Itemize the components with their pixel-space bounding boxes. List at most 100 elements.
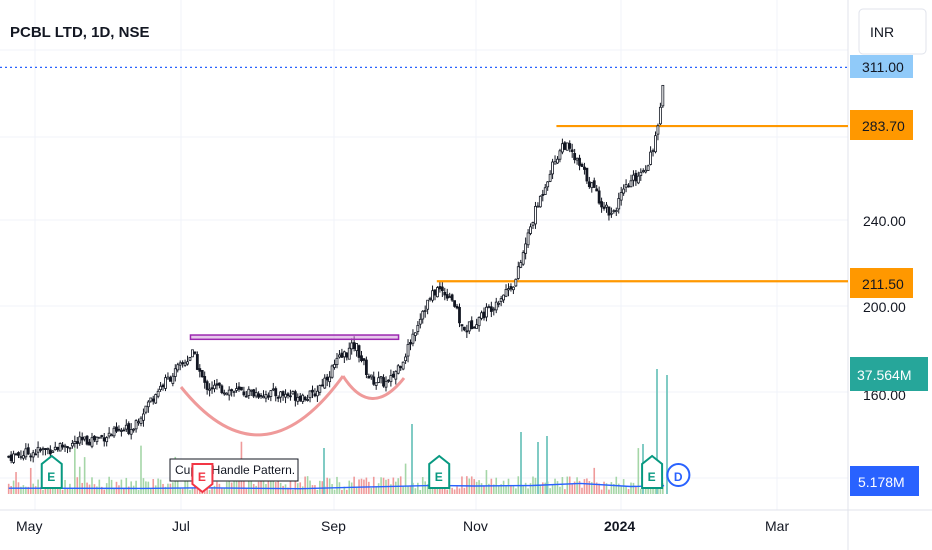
volume-bar [500, 484, 502, 494]
cup-arc[interactable] [179, 375, 345, 437]
candle [529, 223, 532, 236]
volume-bar [250, 480, 253, 494]
candle [502, 294, 505, 304]
volume-bar [140, 445, 142, 494]
volume-bar [93, 484, 96, 494]
volume-bar [29, 467, 32, 494]
candle [548, 170, 552, 183]
handle-arc[interactable] [341, 375, 406, 400]
volume-bar [7, 483, 10, 494]
candle [609, 207, 613, 218]
volume-bar [402, 485, 404, 494]
volume-bar [181, 488, 184, 494]
candle [406, 339, 410, 363]
candle [578, 154, 581, 171]
pattern-annotation[interactable]: Cup & Handle Pattern. [169, 458, 299, 482]
volume-bar [355, 486, 358, 494]
candle [634, 170, 638, 186]
candle [580, 162, 584, 167]
volume-bar [336, 476, 338, 494]
candle [217, 382, 221, 389]
candle [286, 392, 290, 399]
currency-selector[interactable]: INR [858, 8, 927, 55]
volume-bar [365, 477, 368, 494]
volume-bar [218, 483, 221, 494]
volume-bar [492, 484, 495, 494]
earnings-marker[interactable]: E [641, 454, 664, 489]
candle [107, 427, 111, 439]
svg-text:37.564M: 37.564M [857, 367, 911, 383]
candle [298, 393, 302, 402]
volume-bar [380, 477, 382, 494]
candle [19, 450, 23, 460]
candle [215, 378, 219, 390]
resistance-band[interactable] [189, 334, 400, 341]
candle [274, 386, 278, 402]
earnings-marker[interactable]: E [191, 463, 214, 494]
volume-bar [595, 482, 598, 494]
candle [166, 372, 170, 380]
candle [262, 390, 265, 399]
svg-text:283.70: 283.70 [862, 118, 905, 134]
volume-bar [578, 480, 581, 494]
volume-bar [162, 483, 164, 494]
dividend-marker[interactable]: D [666, 463, 691, 487]
volume-bar [260, 480, 262, 494]
event-label: E [435, 470, 443, 484]
candle [335, 353, 339, 369]
level-badge-211: 211.50 [850, 268, 913, 298]
earnings-marker[interactable]: E [428, 454, 451, 489]
volume-bar [100, 486, 103, 494]
candle [462, 326, 466, 332]
candle [347, 342, 351, 360]
volume-badge: 37.564M [850, 357, 928, 391]
volume-bar [287, 487, 289, 494]
volume-bar [551, 484, 554, 494]
volume-bars [7, 369, 668, 494]
candle [360, 350, 363, 363]
volume-bar [390, 484, 392, 494]
candle [556, 156, 559, 164]
volume-bar [600, 489, 603, 494]
candle [362, 358, 366, 366]
candle [66, 446, 69, 454]
candle [617, 192, 621, 214]
volume-bar [613, 484, 615, 494]
candle [413, 332, 417, 342]
event-label: D [674, 470, 683, 484]
volume-bar [590, 482, 593, 494]
volume-bar [25, 486, 27, 494]
candle [51, 450, 55, 453]
volume-bar [213, 485, 216, 494]
volume-bar [252, 483, 255, 494]
candle [651, 148, 655, 157]
event-label: E [648, 470, 656, 484]
candle [546, 181, 550, 191]
volume-bar [277, 480, 279, 494]
candle [134, 419, 138, 433]
candle [507, 283, 510, 297]
candle [154, 393, 158, 404]
candle [438, 282, 442, 293]
candle [551, 158, 554, 180]
candle [553, 155, 557, 165]
candle [384, 376, 388, 392]
candle [389, 369, 393, 387]
svg-text:311.00: 311.00 [862, 59, 904, 75]
candle [61, 442, 64, 450]
candle [565, 142, 569, 151]
volume-bar [617, 483, 620, 494]
candle [575, 157, 579, 165]
candle [499, 295, 503, 307]
volume-bar [593, 467, 596, 494]
candle [433, 289, 437, 301]
candle [404, 353, 407, 364]
candle [524, 237, 528, 260]
candle [453, 300, 456, 308]
earnings-marker[interactable]: E [40, 454, 63, 489]
volume-bar [137, 489, 140, 494]
volume-bar [314, 485, 316, 494]
candle [31, 449, 35, 463]
